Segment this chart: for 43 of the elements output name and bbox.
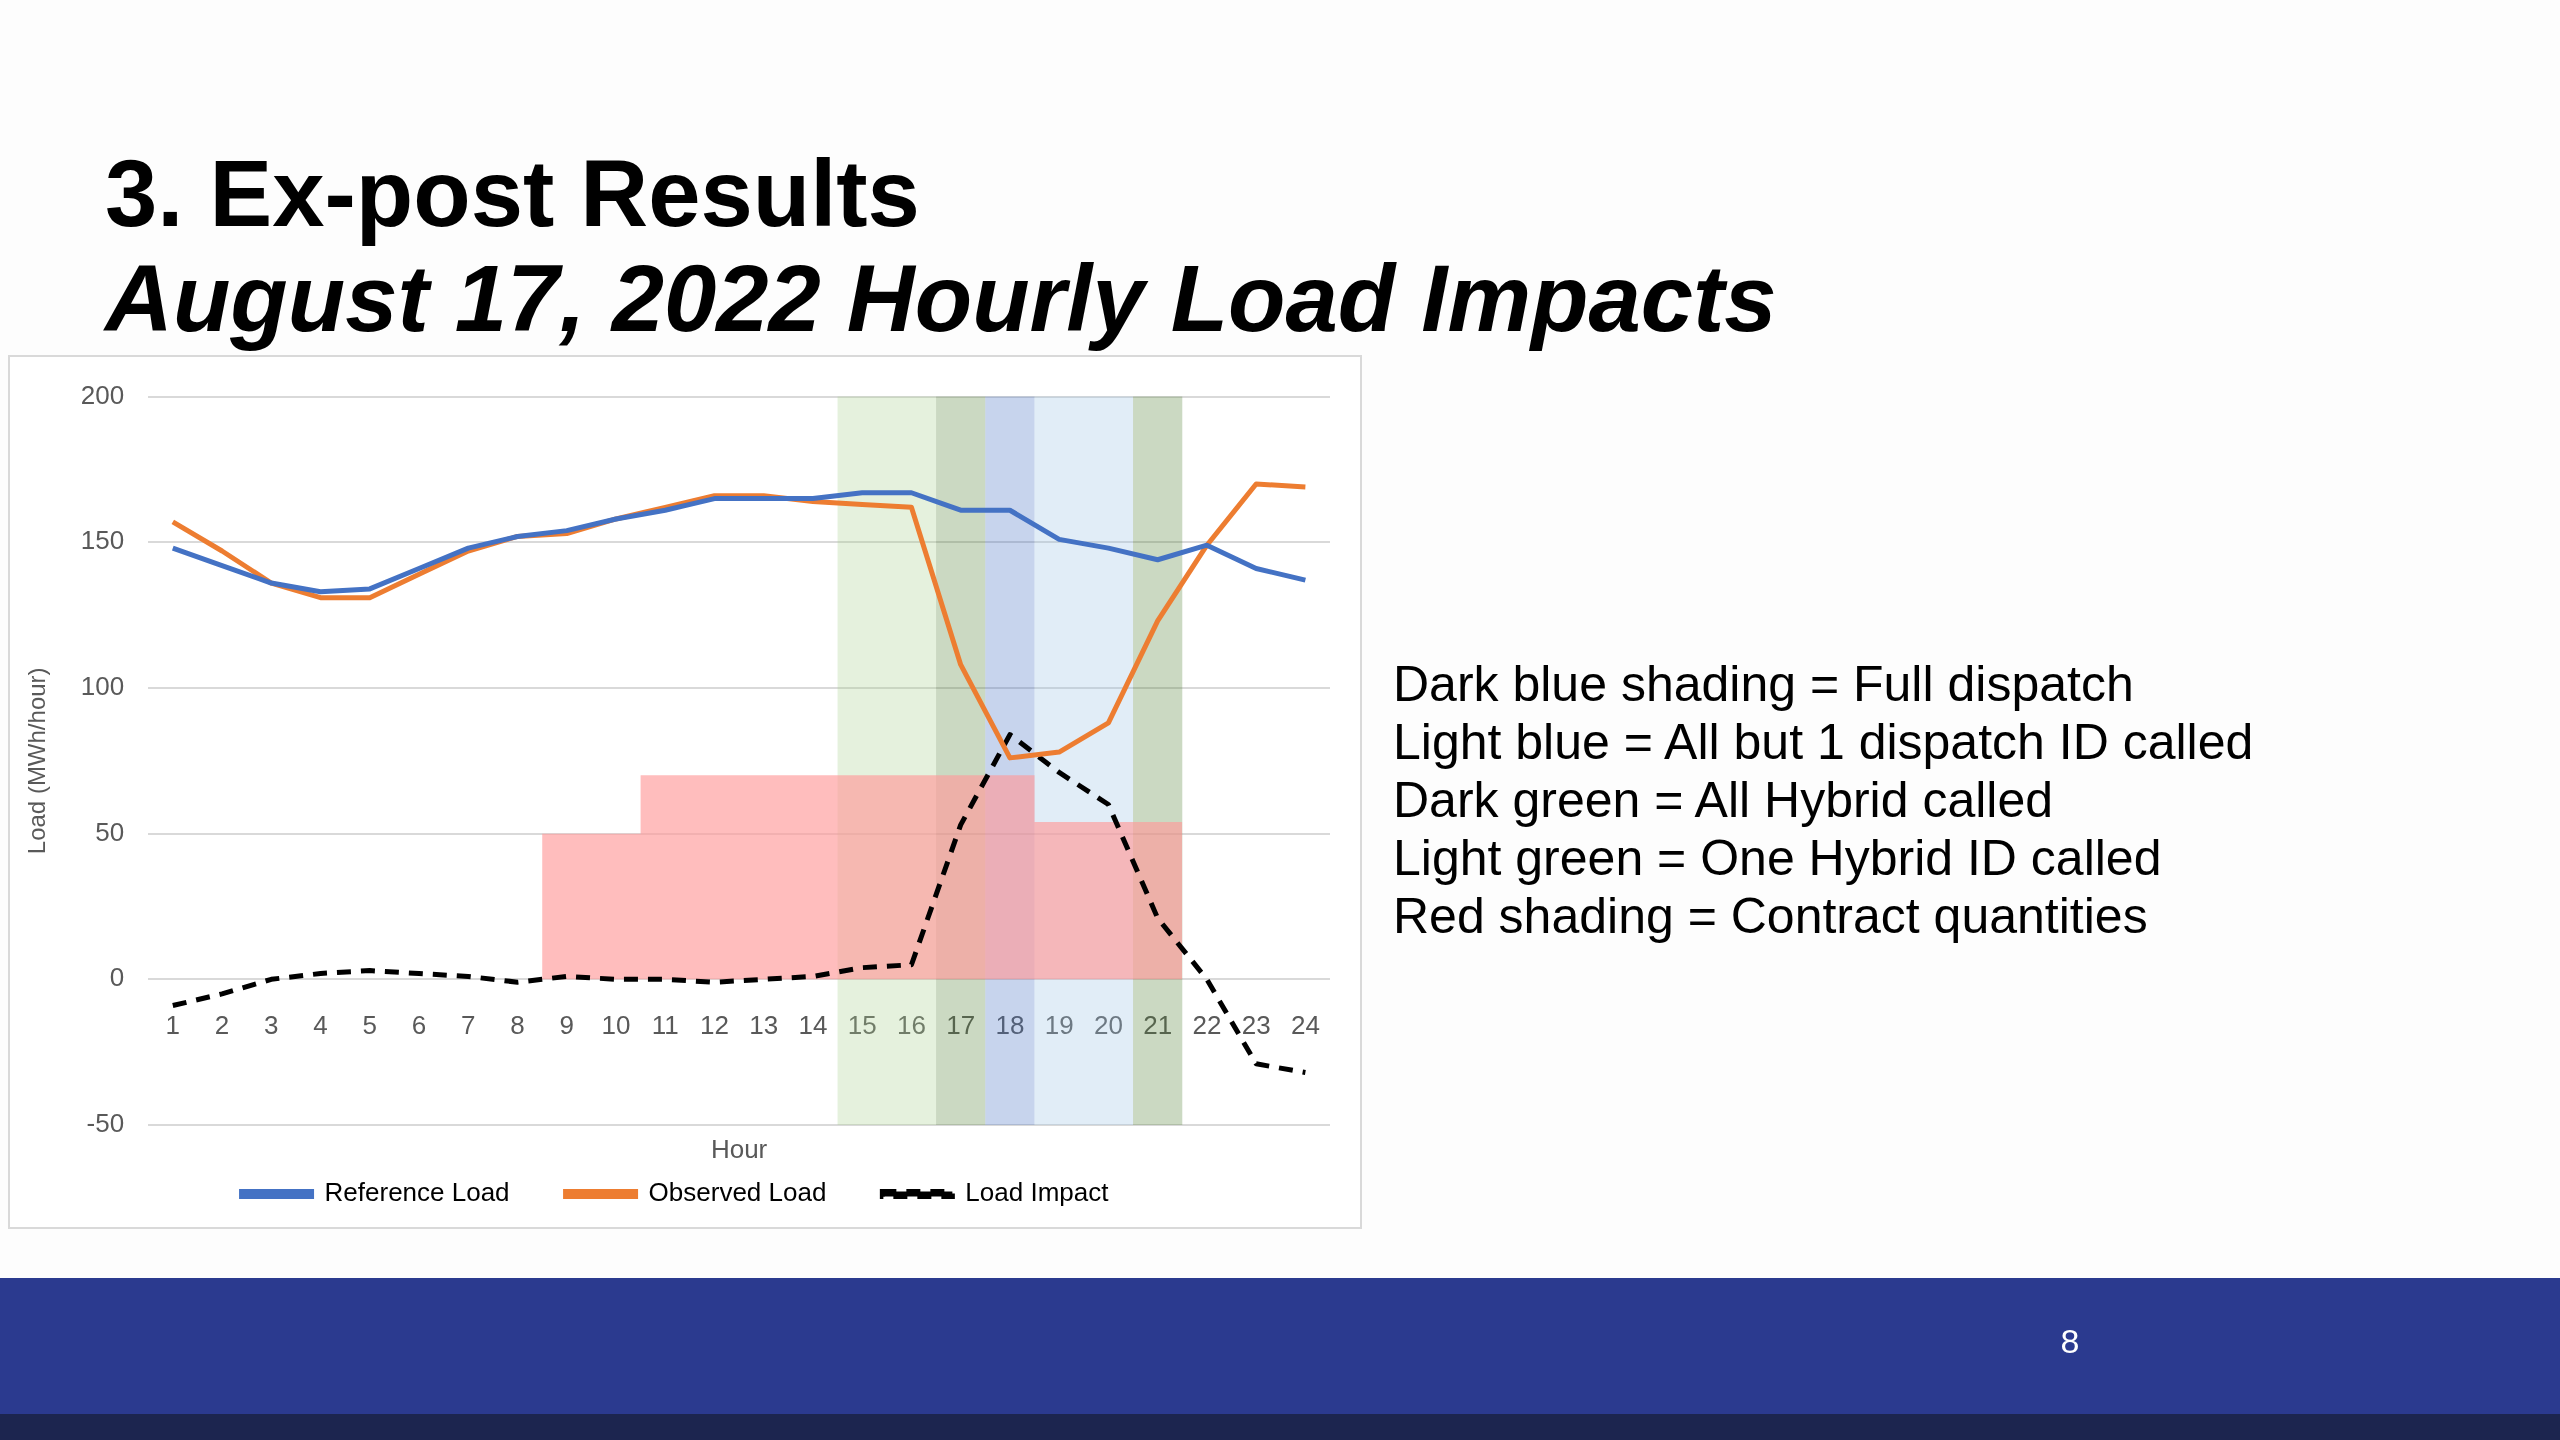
x-tick-label: 6	[411, 1010, 427, 1041]
x-tick-label: 3	[264, 1010, 279, 1041]
text: Dark blue shading = Full dispatch	[1393, 655, 2135, 713]
x-axis-title: Hour	[710, 1134, 768, 1165]
text: Dark green = All Hybrid called	[1393, 771, 2055, 829]
x-tick-label: 16	[896, 1010, 926, 1041]
x-tick-label: 9	[559, 1010, 574, 1041]
y-tick-label: -50	[86, 1108, 125, 1139]
x-tick-label: 2	[214, 1010, 230, 1041]
legend-label: Load Impact	[965, 1177, 1110, 1208]
legend-label: Reference Load	[324, 1177, 510, 1208]
x-tick-label: 18	[995, 1010, 1025, 1041]
x-tick-label: 8	[510, 1010, 525, 1041]
x-tick-label: 24	[1290, 1010, 1320, 1041]
chart-subtitle: August 17, 2022 Hourly Load Impacts	[105, 246, 1777, 353]
x-tick-label: 19	[1044, 1010, 1074, 1041]
x-tick-label: 20	[1093, 1010, 1123, 1041]
x-tick-label: 13	[749, 1010, 779, 1041]
chart-title: 3. Ex-post Results	[105, 140, 920, 248]
y-tick-label: 100	[80, 671, 125, 702]
x-tick-label: 5	[362, 1010, 378, 1041]
text: Light blue = All but 1 dispatch ID called	[1393, 713, 2254, 771]
x-tick-label: 10	[601, 1010, 631, 1041]
x-tick-label: 17	[946, 1010, 976, 1041]
text: Light green = One Hybrid ID called	[1393, 829, 2163, 887]
y-tick-label: 50	[95, 816, 125, 847]
x-tick-label: 14	[798, 1010, 828, 1041]
x-tick-label: 15	[847, 1010, 877, 1041]
x-tick-label: 11	[651, 1010, 679, 1041]
x-tick-label: 23	[1241, 1010, 1271, 1041]
x-tick-label: 22	[1192, 1010, 1222, 1041]
y-tick-label: 200	[80, 379, 125, 410]
x-tick-label: 12	[700, 1010, 729, 1041]
y-tick-label: 150	[80, 525, 125, 556]
y-axis-title: Load (MWh/hour)	[23, 667, 51, 855]
text: 8	[2059, 1322, 2081, 1361]
x-tick-label: 21	[1143, 1010, 1173, 1041]
legend-label: Observed Load	[648, 1177, 827, 1208]
x-tick-label: 7	[461, 1010, 476, 1041]
x-tick-label: 1	[165, 1010, 181, 1041]
text: Red shading = Contract quantities	[1393, 887, 2149, 945]
y-tick-label: 0	[109, 962, 125, 993]
x-tick-label: 4	[313, 1010, 328, 1041]
